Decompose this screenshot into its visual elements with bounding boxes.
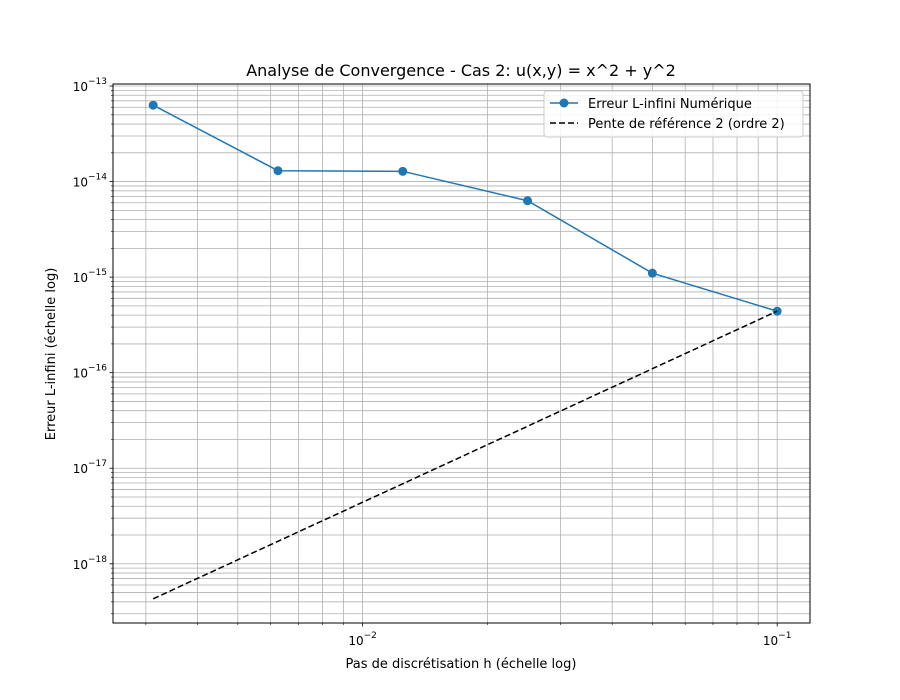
error-data-point [772,306,782,316]
y-axis-label: Erreur L-infini (échelle log) [44,268,59,441]
plot-frame [112,83,811,624]
error-series-line [152,104,778,312]
x-tick-label: 10−2 [348,631,377,648]
legend-marker-sample [559,98,569,108]
error-data-point [273,166,283,176]
y-tick-label: 10−15 [73,268,107,285]
series-layer [148,100,782,600]
legend-box [543,90,804,138]
y-tick-label: 10−16 [73,364,108,381]
y-tick-label: 10−18 [73,555,108,572]
reference-slope-line [152,310,778,600]
legend-label: Pente de référence 2 (ordre 2) [588,117,785,132]
x-axis-label: Pas de discrétisation h (échelle log) [346,657,577,672]
error-data-point [523,196,533,206]
chart-title: Analyse de Convergence - Cas 2: u(x,y) =… [246,61,676,80]
y-tick-label: 10−14 [73,173,108,190]
y-tick-label: 10−13 [73,77,107,94]
error-data-point [647,268,657,278]
x-tick-label: 10−1 [763,631,792,648]
ticks: 10−2 10−1 10−18 10−17 10−16 10−15 10−14 10−13 [73,77,792,648]
legend-label: Erreur L-infini Numérique [588,97,752,112]
error-data-point [148,100,158,110]
y-tick-label: 10−17 [73,459,107,476]
legend: Erreur L-infini Numérique Pente de référe… [543,90,804,138]
error-data-point [398,166,408,176]
grid [113,84,810,623]
